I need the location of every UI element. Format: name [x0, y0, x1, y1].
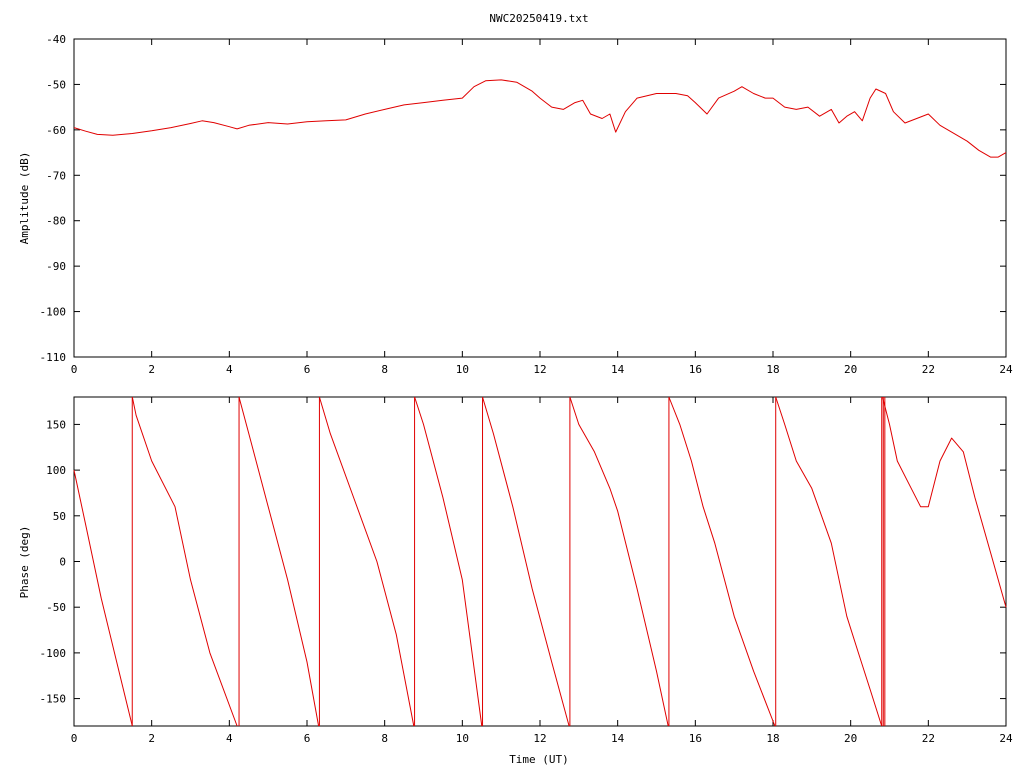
phase-series-line	[668, 396, 776, 727]
amplitude-x-tick-label: 16	[689, 363, 702, 376]
amplitude-x-tick-label: 24	[999, 363, 1013, 376]
phase-series-line	[882, 396, 1007, 608]
phase-y-tick-label: -100	[40, 647, 67, 660]
amplitude-y-tick-label: -40	[46, 33, 66, 46]
phase-x-tick-label: 0	[71, 732, 78, 745]
amplitude-y-axis-label: Amplitude (dB)	[18, 152, 31, 245]
phase-y-axis-label: Phase (deg)	[18, 526, 31, 599]
phase-series-line	[569, 396, 669, 727]
amplitude-y-tick-label: -90	[46, 260, 66, 273]
phase-y-tick-label: 0	[59, 556, 66, 569]
phase-x-tick-label: 24	[999, 732, 1013, 745]
amplitude-y-tick-label: -60	[46, 124, 66, 137]
amplitude-y-tick-label: -110	[40, 351, 67, 364]
phase-x-tick-label: 6	[304, 732, 311, 745]
amplitude-series-line	[73, 79, 1007, 158]
amplitude-x-tick-label: 4	[226, 363, 233, 376]
phase-x-tick-label: 22	[922, 732, 935, 745]
amplitude-x-tick-label: 8	[381, 363, 388, 376]
amplitude-y-tick-label: -50	[46, 78, 66, 91]
phase-x-tick-label: 10	[456, 732, 469, 745]
phase-series-line	[414, 396, 483, 727]
phase-series-line	[318, 396, 415, 727]
amplitude-y-tick-label: -70	[46, 169, 66, 182]
phase-x-tick-label: 8	[381, 732, 388, 745]
amplitude-x-tick-label: 22	[922, 363, 935, 376]
phase-x-tick-label: 20	[844, 732, 857, 745]
amplitude-x-tick-label: 6	[304, 363, 311, 376]
amplitude-y-tick-label: -80	[46, 215, 66, 228]
amplitude-x-tick-label: 18	[766, 363, 779, 376]
phase-y-tick-label: -150	[40, 693, 67, 706]
phase-series-line	[238, 396, 320, 727]
phase-x-tick-label: 4	[226, 732, 233, 745]
phase-series-line	[482, 396, 570, 727]
phase-x-tick-label: 14	[611, 732, 625, 745]
amplitude-panel: 0 2 4 6 8 10 12 14 16 18 20 22 24-40-50-60-70-80-90-…	[40, 33, 1013, 376]
phase-x-tick-label: 18	[766, 732, 779, 745]
amplitude-y-tick-label: -100	[40, 306, 67, 319]
amplitude-x-tick-label: 10	[456, 363, 469, 376]
phase-x-tick-label: 16	[689, 732, 702, 745]
phase-x-tick-label: 12	[533, 732, 546, 745]
phase-series-line	[73, 469, 133, 727]
amplitude-x-tick-label: 20	[844, 363, 857, 376]
phase-series-line	[131, 396, 238, 727]
phase-x-tick-label: 2	[148, 732, 155, 745]
chart-title: NWC20250419.txt	[489, 12, 588, 25]
amplitude-x-tick-label: 12	[533, 363, 546, 376]
phase-y-tick-label: 100	[46, 464, 66, 477]
phase-y-tick-label: -50	[46, 601, 66, 614]
phase-y-tick-label: 50	[53, 510, 66, 523]
time-x-axis-label: Time (UT)	[509, 753, 569, 766]
phase-y-tick-label: 150	[46, 418, 66, 431]
phase-panel: 0 2 4 6 8 10 12 14 16 18 20 22 24150100500-50-100-15…	[40, 396, 1013, 745]
amplitude-x-tick-label: 2	[148, 363, 155, 376]
phase-series-line	[775, 396, 883, 727]
amplitude-x-tick-label: 0	[71, 363, 78, 376]
amplitude-plot-frame	[73, 38, 1007, 358]
amplitude-x-tick-label: 14	[611, 363, 625, 376]
